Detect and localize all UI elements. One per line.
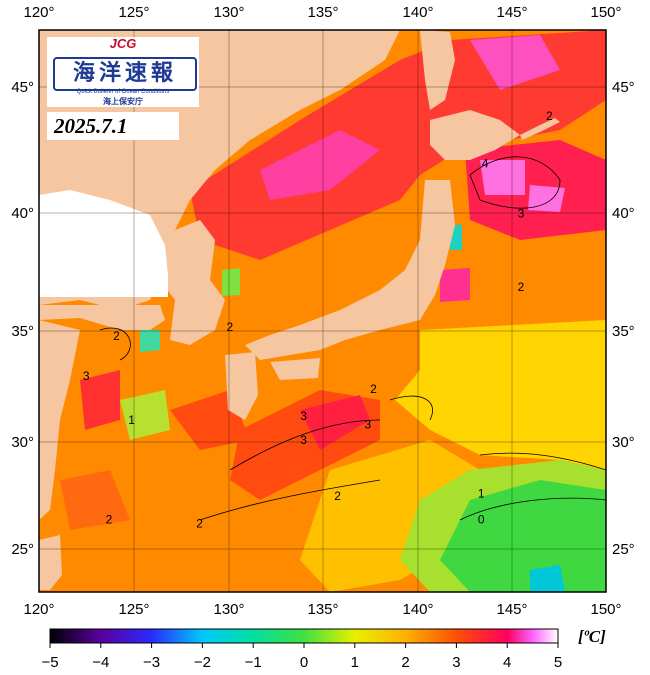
contour-label: 3: [300, 409, 307, 423]
logo-department: 海上保安庁: [103, 97, 143, 106]
lon-label-bottom: 125°: [118, 601, 149, 618]
date-label: 2025.7.1: [54, 114, 128, 138]
contour-label: 4: [482, 157, 489, 171]
lat-label-left: 40°: [11, 205, 34, 222]
contour-label: 3: [300, 433, 307, 447]
lon-label-top: 125°: [118, 4, 149, 21]
contour-label: 3: [518, 207, 525, 221]
lat-label-left: 45°: [11, 79, 34, 96]
colorbar: −5 −4 −3 −2 −1 0 1 2 3 4 5 [ºC]: [41, 627, 606, 671]
lat-label-left: 30°: [11, 434, 34, 451]
contour-label: 1: [478, 487, 485, 501]
colorbar-tick-label: −4: [92, 654, 109, 671]
lon-label-bottom: 120°: [23, 601, 54, 618]
lat-label-left: 35°: [11, 323, 34, 340]
lon-label-bottom: 140°: [402, 601, 433, 618]
lon-label-bottom: 145°: [496, 601, 527, 618]
contour-label: 2: [113, 329, 120, 343]
contour-label: 2: [334, 489, 341, 503]
colorbar-tick-label: −1: [245, 654, 262, 671]
colorbar-tick-label: −3: [143, 654, 160, 671]
colorbar-ticks: −5 −4 −3 −2 −1 0 1 2 3 4 5: [41, 643, 562, 671]
colorbar-unit: [ºC]: [578, 627, 606, 646]
lat-label-right: 30°: [612, 434, 635, 451]
colorbar-tick-label: 0: [300, 654, 308, 671]
lat-label-right: 40°: [612, 205, 635, 222]
colorbar-tick-label: −2: [194, 654, 211, 671]
jcg-logo: JCG 海洋速報 Quick Bulletin of Ocean Conditi…: [47, 36, 199, 107]
lon-label-bottom: 135°: [307, 601, 338, 618]
contour-label: 2: [370, 382, 377, 396]
contour-label: 3: [365, 418, 372, 432]
colorbar-tick-label: 2: [401, 654, 409, 671]
colorbar-tick-label: 4: [503, 654, 511, 671]
contour-label: 2: [227, 320, 234, 334]
colorbar-gradient: [49, 628, 559, 644]
lon-label-top: 135°: [307, 4, 338, 21]
map-frame: [38, 29, 607, 593]
lon-label-bottom: 150°: [590, 601, 621, 618]
lon-label-top: 145°: [496, 4, 527, 21]
logo-title: 海洋速報: [53, 57, 197, 91]
colorbar-tick-label: −5: [41, 654, 58, 671]
colorbar-tick-label: 3: [452, 654, 460, 671]
lat-label-left: 25°: [11, 541, 34, 558]
contour-labels: 2 4 3 2 2 2 3 1 3 3 3 2 2 1 0 2 2: [83, 109, 553, 531]
colorbar-tick-label: 5: [554, 654, 562, 671]
contour-lines: [99, 156, 606, 521]
contour-label: 2: [546, 109, 553, 123]
lon-label-top: 150°: [590, 4, 621, 21]
contour-label: 2: [518, 280, 525, 294]
lon-label-top: 120°: [23, 4, 54, 21]
contour-label: 2: [106, 512, 113, 526]
contour-label: 0: [478, 512, 485, 526]
contour-label: 2: [196, 517, 203, 531]
lat-label-right: 25°: [612, 541, 635, 558]
logo-brand: JCG: [109, 36, 137, 51]
lat-label-right: 35°: [612, 323, 635, 340]
date-box: 2025.7.1: [47, 112, 179, 140]
lon-label-bottom: 130°: [213, 601, 244, 618]
lon-label-top: 140°: [402, 4, 433, 21]
contour-label: 3: [83, 369, 90, 383]
lon-label-top: 130°: [213, 4, 244, 21]
lat-label-right: 45°: [612, 79, 635, 96]
ocean-field: [39, 30, 606, 592]
logo-subtitle: Quick Bulletin of Ocean Conditions: [76, 89, 170, 95]
axis-labels: 120° 125° 130° 135° 140° 145° 150° 120° …: [11, 4, 634, 618]
colorbar-tick-label: 1: [351, 654, 359, 671]
contour-label: 1: [128, 413, 135, 427]
